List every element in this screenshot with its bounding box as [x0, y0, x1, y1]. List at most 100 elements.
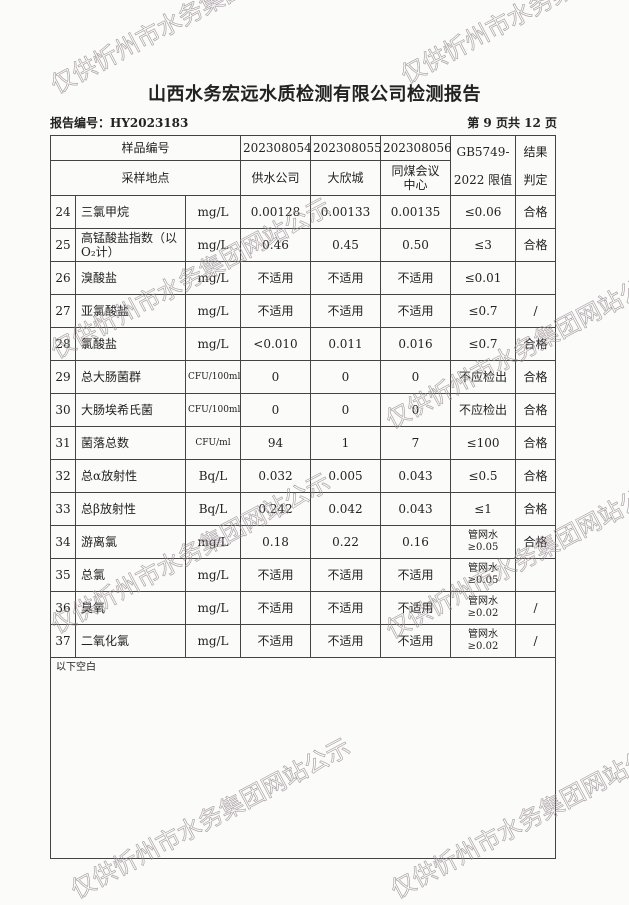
cell-unit: CFU/100ml — [185, 393, 241, 427]
cell-v1: 0.18 — [240, 525, 311, 559]
cell-v3: 7 — [380, 426, 451, 460]
cell-v2: 1 — [310, 426, 381, 460]
cell-v1: 不适用 — [240, 261, 311, 295]
cell-v1: 0.032 — [240, 459, 311, 493]
cell-item: 三氯甲烷 — [75, 195, 186, 229]
cell-unit: mg/L — [185, 294, 241, 328]
sample-id: 202308056 — [380, 135, 452, 161]
cell-limit: ≤0.7 — [450, 327, 516, 361]
cell-limit: 不应检出 — [450, 393, 516, 427]
table-row: 37 二氧化氯 mg/L 不适用 不适用 不适用 管网水≥0.02/ — [50, 624, 556, 658]
cell-no: 29 — [50, 360, 76, 394]
cell-v1: 0 — [240, 360, 311, 394]
cell-no: 24 — [50, 195, 76, 229]
cell-v2: 0 — [310, 360, 381, 394]
results-table: 样品编号 202308054 202308055 202308056 GB574… — [50, 135, 556, 859]
blank-note: 以下空白 — [50, 657, 556, 859]
cell-v1: 0.242 — [240, 492, 311, 526]
report-number: 报告编号：HY2023183 — [50, 116, 189, 130]
cell-v2: 0.042 — [310, 492, 381, 526]
cell-v2: 0.005 — [310, 459, 381, 493]
cell-v1: 94 — [240, 426, 311, 460]
cell-result — [515, 558, 556, 592]
cell-no: 32 — [50, 459, 76, 493]
cell-v1: 不适用 — [240, 294, 311, 328]
cell-v3: 0 — [380, 360, 451, 394]
cell-v3: 0.00135 — [380, 195, 451, 229]
header-row-location: 采样地点 供水公司 大欣城 同煤会议中心 — [50, 160, 556, 196]
cell-v1: 0.46 — [240, 228, 311, 262]
cell-limit: 不应检出 — [450, 360, 516, 394]
cell-no: 30 — [50, 393, 76, 427]
cell-v2: 0.011 — [310, 327, 381, 361]
cell-no: 25 — [50, 228, 76, 262]
cell-result: 合格 — [515, 360, 556, 394]
cell-v2: 0.22 — [310, 525, 381, 559]
cell-result: 合格 — [515, 459, 556, 493]
cell-unit: mg/L — [185, 525, 241, 559]
table-row: 36 臭氧 mg/L 不适用 不适用 不适用 管网水≥0.02/ — [50, 591, 556, 625]
cell-v3: 0 — [380, 393, 451, 427]
cell-item: 高锰酸盐指数（以O₂计） — [75, 228, 186, 262]
cell-item: 菌落总数 — [75, 426, 186, 460]
cell-item: 大肠埃希氏菌 — [75, 393, 186, 427]
table-row: 35 总氯 mg/L 不适用 不适用 不适用 管网水≥0.05 — [50, 558, 556, 592]
blank-row: 以下空白 — [50, 657, 556, 859]
cell-item: 二氧化氯 — [75, 624, 186, 658]
cell-v3: 0.16 — [380, 525, 451, 559]
cell-item: 总大肠菌群 — [75, 360, 186, 394]
sample-location: 供水公司 — [240, 160, 311, 196]
cell-unit: CFU/100ml — [185, 360, 241, 394]
cell-limit: 管网水≥0.02 — [450, 624, 516, 658]
cell-no: 26 — [50, 261, 76, 295]
cell-no: 35 — [50, 558, 76, 592]
cell-limit: ≤100 — [450, 426, 516, 460]
table-row: 25 高锰酸盐指数（以O₂计） mg/L 0.46 0.45 0.50 ≤3 合格 — [50, 228, 556, 262]
cell-no: 28 — [50, 327, 76, 361]
cell-limit: ≤0.01 — [450, 261, 516, 295]
sample-location: 大欣城 — [310, 160, 381, 196]
table-row: 28 氯酸盐 mg/L <0.010 0.011 0.016 ≤0.7 合格 — [50, 327, 556, 361]
watermark: 仅供忻州市水务集团网站公示 — [396, 0, 629, 90]
cell-v1: <0.010 — [240, 327, 311, 361]
cell-v3: 不适用 — [380, 261, 451, 295]
cell-item: 臭氧 — [75, 591, 186, 625]
cell-result: 合格 — [515, 525, 556, 559]
table-row: 29 总大肠菌群 CFU/100ml 0 0 0 不应检出 合格 — [50, 360, 556, 394]
cell-result: 合格 — [515, 492, 556, 526]
cell-limit: ≤0.06 — [450, 195, 516, 229]
sample-id: 202308055 — [310, 135, 382, 161]
cell-v3: 不适用 — [380, 558, 451, 592]
cell-unit: CFU/ml — [185, 426, 241, 460]
result-header-line2: 判定 — [523, 172, 548, 187]
cell-item: 游离氯 — [75, 525, 186, 559]
cell-unit: mg/L — [185, 195, 241, 229]
cell-v3: 不适用 — [380, 591, 451, 625]
cell-v3: 0.043 — [380, 459, 451, 493]
cell-v1: 不适用 — [240, 558, 311, 592]
cell-result: 合格 — [515, 426, 556, 460]
cell-item: 总氯 — [75, 558, 186, 592]
cell-result: 合格 — [515, 327, 556, 361]
cell-unit: mg/L — [185, 591, 241, 625]
cell-v2: 不适用 — [310, 261, 381, 295]
cell-result: / — [515, 294, 556, 328]
cell-unit: Bq/L — [185, 492, 241, 526]
cell-limit: 管网水≥0.05 — [450, 525, 516, 559]
cell-limit: 管网水≥0.05 — [450, 558, 516, 592]
sample-location: 同煤会议中心 — [380, 160, 451, 196]
table-row: 30 大肠埃希氏菌 CFU/100ml 0 0 0 不应检出 合格 — [50, 393, 556, 427]
limit-header-line1: GB5749- — [456, 144, 510, 159]
table-row: 31 菌落总数 CFU/ml 94 1 7 ≤100 合格 — [50, 426, 556, 460]
cell-limit: ≤0.7 — [450, 294, 516, 328]
table-row: 27 亚氯酸盐 mg/L 不适用 不适用 不适用 ≤0.7/ — [50, 294, 556, 328]
cell-v3: 0.50 — [380, 228, 451, 262]
limit-header: GB5749- 2022 限值 — [450, 135, 516, 196]
location-label: 采样地点 — [50, 160, 241, 196]
cell-limit: ≤0.5 — [450, 459, 516, 493]
cell-v1: 不适用 — [240, 624, 311, 658]
cell-v2: 0.00133 — [310, 195, 381, 229]
cell-limit: ≤3 — [450, 228, 516, 262]
table-row: 34 游离氯 mg/L 0.18 0.22 0.16 管网水≥0.05 合格 — [50, 525, 556, 559]
limit-header-line2: 2022 限值 — [453, 172, 513, 187]
